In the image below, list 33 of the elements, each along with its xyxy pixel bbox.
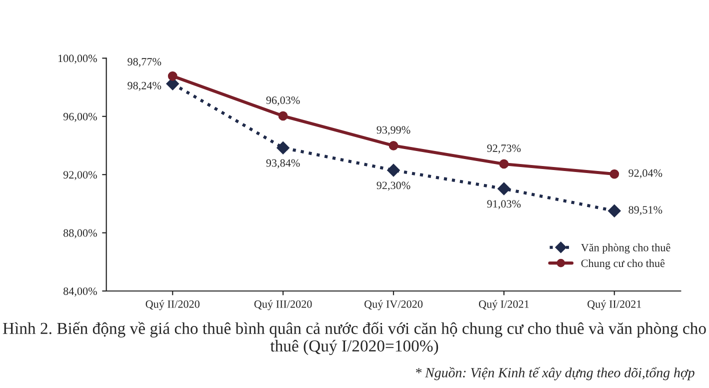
y-tick-label: 88,00% — [63, 229, 97, 238]
data-label: 96,03% — [266, 96, 300, 106]
x-tick-label: Quý IV/2020 — [364, 300, 423, 310]
y-tick-label: 100,00% — [58, 54, 97, 64]
x-tick-label: Quý III/2020 — [254, 300, 312, 310]
data-label: 92,73% — [487, 144, 521, 154]
point — [387, 164, 400, 177]
point — [498, 182, 510, 196]
point — [168, 71, 178, 81]
point — [388, 140, 398, 150]
data-label: 98,24% — [128, 82, 162, 91]
data-label: 93,99% — [376, 126, 410, 136]
y-tick-label: 92,00% — [63, 171, 97, 180]
data-label: 89,51% — [628, 206, 662, 216]
data-label: 91,03% — [487, 200, 521, 210]
text: Hình 2. Biến động về giá cho thuê bình quân cả nước đối với căn hộ chung cư cho thuê và văn phòng cho thuê (Quý I/2020=100%) — [2, 322, 706, 356]
x-tick-label: Quý I/2021 — [478, 300, 529, 310]
data-label: 92,04% — [628, 169, 662, 178]
legend-label: Chung cư cho thuê — [581, 259, 665, 270]
legend-label: Văn phòng cho thuê — [580, 244, 670, 254]
x-tick-label: Quý II/2020 — [146, 300, 200, 310]
data-label: 93,84% — [266, 159, 300, 168]
point — [499, 159, 509, 169]
text: * Nguồn: Viện Kinh tế xây dựng theo dõi,tổng hợp — [416, 367, 694, 380]
y-tick-label: 96,00% — [63, 112, 97, 122]
point — [278, 111, 288, 121]
data-label: 92,30% — [376, 182, 410, 191]
data-label: 98,77% — [128, 58, 162, 68]
point — [276, 141, 290, 154]
point — [608, 204, 621, 218]
x-tick-label: Quý II/2021 — [588, 300, 642, 310]
point — [610, 169, 620, 179]
y-tick-label: 84,00% — [63, 287, 97, 297]
